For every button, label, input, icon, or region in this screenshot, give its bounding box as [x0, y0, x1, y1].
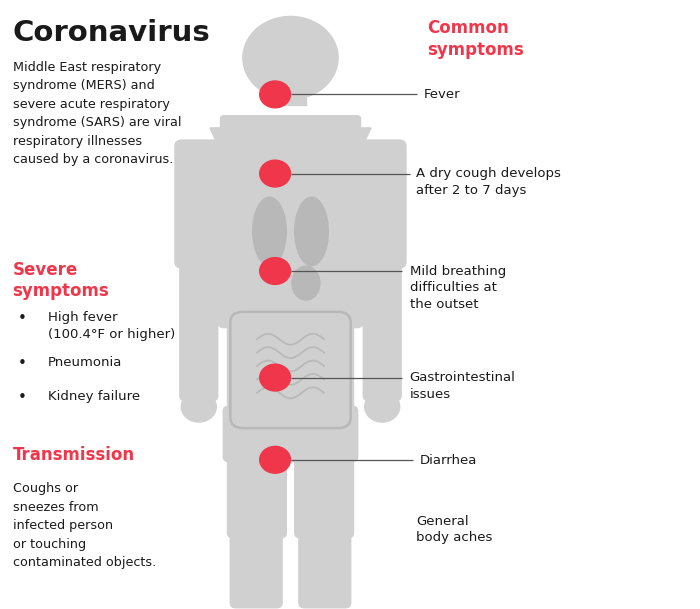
FancyBboxPatch shape [275, 69, 306, 105]
FancyBboxPatch shape [360, 140, 406, 268]
Circle shape [260, 258, 290, 284]
Text: Coughs or
sneezes from
infected person
or touching
contaminated objects.: Coughs or sneezes from infected person o… [13, 482, 156, 569]
Text: Transmission: Transmission [13, 446, 134, 464]
Ellipse shape [291, 266, 321, 301]
Circle shape [260, 364, 290, 391]
Circle shape [243, 16, 338, 99]
Text: A dry cough develops
after 2 to 7 days: A dry cough develops after 2 to 7 days [416, 167, 561, 197]
Circle shape [260, 446, 290, 473]
Text: Fever: Fever [424, 88, 460, 101]
Text: Common
symptoms: Common symptoms [427, 19, 524, 59]
Text: General
body aches: General body aches [416, 515, 493, 544]
Text: Pneumonia: Pneumonia [48, 356, 122, 369]
Circle shape [181, 392, 216, 422]
FancyBboxPatch shape [218, 141, 363, 328]
Text: Severe
symptoms: Severe symptoms [13, 261, 109, 300]
Polygon shape [210, 128, 371, 158]
FancyBboxPatch shape [230, 519, 282, 608]
Circle shape [260, 81, 290, 108]
Text: Kidney failure: Kidney failure [48, 390, 140, 403]
Text: High fever
(100.4°F or higher): High fever (100.4°F or higher) [48, 311, 175, 340]
Text: •: • [18, 356, 27, 371]
Text: •: • [18, 390, 27, 405]
FancyBboxPatch shape [295, 440, 354, 538]
Text: •: • [18, 311, 27, 326]
Circle shape [365, 392, 400, 422]
Circle shape [260, 160, 290, 187]
FancyBboxPatch shape [220, 116, 360, 161]
Text: Middle East respiratory
syndrome (MERS) and
severe acute respiratory
syndrome (S: Middle East respiratory syndrome (MERS) … [13, 61, 181, 166]
Text: Gastrointestinal
issues: Gastrointestinal issues [410, 371, 515, 401]
FancyBboxPatch shape [175, 140, 220, 268]
FancyBboxPatch shape [223, 406, 358, 462]
Ellipse shape [252, 197, 287, 267]
Text: Coronavirus: Coronavirus [13, 19, 210, 48]
Text: Mild breathing
difficulties at
the outset: Mild breathing difficulties at the outse… [410, 265, 505, 311]
FancyBboxPatch shape [363, 251, 401, 401]
FancyBboxPatch shape [180, 251, 218, 401]
FancyBboxPatch shape [299, 519, 351, 608]
Ellipse shape [294, 197, 329, 267]
FancyBboxPatch shape [228, 440, 286, 538]
FancyBboxPatch shape [228, 300, 354, 431]
Text: Diarrhea: Diarrhea [420, 454, 477, 466]
